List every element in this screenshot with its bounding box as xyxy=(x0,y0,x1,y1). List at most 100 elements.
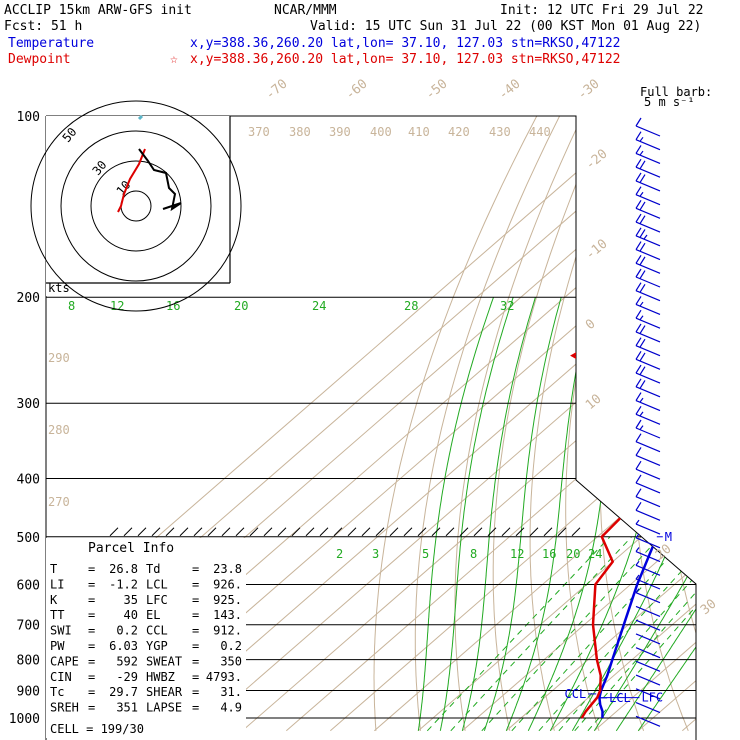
isotherm-line xyxy=(462,116,696,732)
isotherm-line xyxy=(242,116,696,732)
wind-barb-staff xyxy=(635,633,661,645)
hatch-mark xyxy=(305,527,315,537)
parcel-eq-right: = xyxy=(192,639,199,653)
hatch-mark xyxy=(389,527,399,537)
hatch-mark xyxy=(571,527,581,537)
parcel-eq-right: = xyxy=(192,670,199,684)
temperature-legend: Temperature xyxy=(8,36,94,51)
wind-barb-half xyxy=(639,191,644,197)
wind-barb-staff xyxy=(635,276,661,288)
isotherm-line xyxy=(550,116,696,732)
dry-adiabat-line xyxy=(529,116,629,731)
isotherm-line xyxy=(198,116,696,732)
pressure-tick-label: 1000 xyxy=(9,712,40,727)
level-label: CCL xyxy=(565,687,587,701)
parcel-info-title: Parcel Info xyxy=(88,541,174,556)
isotherm-label: -40 xyxy=(496,76,524,103)
mixing-ratio-label: 3 xyxy=(372,547,379,561)
valid-time: Valid: 15 UTC Sun 31 Jul 22 (00 KST Mon … xyxy=(310,19,701,34)
wind-barb-half xyxy=(635,519,640,525)
parcel-key-right: CCL xyxy=(146,624,168,638)
dewpoint-legend: Dewpoint xyxy=(8,52,71,67)
hatch-mark xyxy=(375,527,385,537)
theta-label: 280 xyxy=(48,423,70,437)
parcel-value-right: 0.2 xyxy=(220,639,242,653)
isotherm-line xyxy=(418,116,696,732)
barb-note: Full barb: xyxy=(640,85,712,99)
wind-barb-staff xyxy=(635,619,661,631)
wind-barb-staff xyxy=(635,413,661,425)
pressure-tick-label: 400 xyxy=(17,472,40,487)
wind-barb-flag xyxy=(635,337,642,346)
hodograph-wind-trace xyxy=(138,148,182,212)
isotherm-line xyxy=(726,88,740,730)
wind-barb-flag xyxy=(635,254,642,264)
hatch-mark xyxy=(543,527,553,537)
wind-barb-flag xyxy=(635,309,642,319)
wind-barb-staff xyxy=(635,139,661,151)
parcel-value-right: 925. xyxy=(213,593,242,607)
dewpoint-profile xyxy=(570,116,696,719)
parcel-value-right: 31. xyxy=(220,685,242,699)
parcel-value-left: 592 xyxy=(116,654,138,668)
dry-adiabat-line xyxy=(728,116,740,731)
wind-barb-staff xyxy=(635,166,661,178)
mixing-ratio-line xyxy=(587,536,696,732)
parcel-key-left: T xyxy=(50,562,57,576)
wind-barb-staff xyxy=(635,537,661,549)
level-label: M xyxy=(665,530,672,544)
parcel-key-left: CAPE xyxy=(50,654,79,668)
wind-barb-staff xyxy=(635,262,661,274)
dry-adiabat-line xyxy=(697,116,740,731)
dry-adiabat-line xyxy=(373,116,538,731)
hatch-mark xyxy=(515,527,525,537)
theta-label: 400 xyxy=(370,125,392,139)
wind-barb-staff xyxy=(635,125,661,137)
wind-barb-staff xyxy=(635,303,661,316)
wind-barb-flag xyxy=(635,117,642,127)
parcel-value-left: -29 xyxy=(116,670,138,684)
hatch-mark xyxy=(487,527,497,537)
isotherm-label: 10 xyxy=(583,392,605,414)
parcel-value-left: 26.8 xyxy=(109,562,138,576)
parcel-key-left: TT xyxy=(50,608,64,622)
hatch-mark xyxy=(221,527,231,537)
moist-adiabat-line xyxy=(527,297,630,732)
wind-barb-half xyxy=(639,136,644,142)
pressure-tick-label: 100 xyxy=(17,110,40,125)
wind-barb-staff xyxy=(635,496,661,508)
parcel-value-left: 29.7 xyxy=(109,685,138,699)
pressure-tick-label: 200 xyxy=(17,291,40,306)
wind-barb-staff xyxy=(635,317,661,329)
theta-label: 390 xyxy=(329,125,351,139)
wind-barb-half xyxy=(639,411,644,417)
pressure-tick-label: 900 xyxy=(17,684,40,699)
hatch-mark xyxy=(193,527,203,537)
wind-barb-staff xyxy=(635,578,661,590)
mixing-ratio-line xyxy=(538,536,696,732)
wind-barb-staff xyxy=(635,207,661,219)
moist-adiabat-line xyxy=(417,297,494,731)
wind-barb-staff xyxy=(635,386,661,398)
parcel-key-left: Tc xyxy=(50,685,64,699)
theta-label: 270 xyxy=(48,495,70,509)
parcel-value-right: 4793. xyxy=(206,670,242,684)
level-label: LFC xyxy=(641,691,663,705)
wind-barb-staff xyxy=(635,427,661,439)
parcel-eq-left: = xyxy=(88,701,95,715)
theta-label: 420 xyxy=(448,125,470,139)
wind-barb-flag xyxy=(635,213,642,223)
theta-label: 430 xyxy=(489,125,511,139)
moist-adiabat-line xyxy=(461,297,536,731)
dewpoint-star-icon: ☆ xyxy=(170,52,178,67)
org-label: NCAR/MMM xyxy=(274,3,337,18)
theta-label: 290 xyxy=(48,351,70,365)
parcel-eq-left: = xyxy=(88,593,95,607)
hatch-mark xyxy=(263,527,273,537)
isotherm-label: -10 xyxy=(583,236,611,263)
wind-barb-flag xyxy=(639,270,646,279)
parcel-value-right: 4.9 xyxy=(220,701,242,715)
wind-barb-flag xyxy=(639,174,646,183)
hatch-mark xyxy=(165,527,175,537)
